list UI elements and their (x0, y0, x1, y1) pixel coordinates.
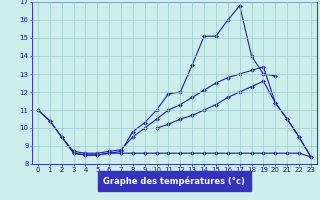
X-axis label: Graphe des températures (°c): Graphe des températures (°c) (103, 176, 245, 186)
